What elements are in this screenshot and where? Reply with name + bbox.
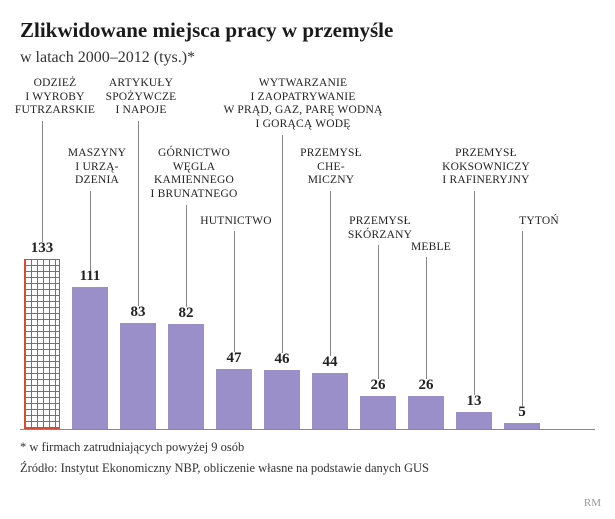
bar-value: 83 <box>120 304 156 321</box>
leader-line <box>138 121 139 306</box>
leader-line <box>282 135 283 353</box>
chart-subtitle: w latach 2000–2012 (tys.)* <box>20 49 595 67</box>
chart-area: 133ODZIEŻI WYROBYFUTRZARSKIE111MASZYNYI … <box>20 75 595 430</box>
leader-line <box>330 191 331 356</box>
leader-line <box>426 257 427 379</box>
bar-fill <box>216 369 252 429</box>
bar-value: 5 <box>504 404 540 421</box>
bar-value: 82 <box>168 305 204 322</box>
bar-value: 133 <box>24 240 60 257</box>
bar-fill <box>120 323 156 429</box>
chart-title: Zlikwidowane miejsca pracy w przemyśle <box>20 18 595 43</box>
chart-source: Źródło: Instytut Ekonomiczny NBP, oblicz… <box>20 461 595 476</box>
leader-line <box>42 121 43 242</box>
bars-container: 133ODZIEŻI WYROBYFUTRZARSKIE111MASZYNYI … <box>20 75 595 429</box>
bar-value: 46 <box>264 351 300 368</box>
bar-label: MEBLE <box>406 241 456 255</box>
chart-credit: RM <box>584 497 601 509</box>
bar-value: 111 <box>72 268 108 285</box>
bar-value: 47 <box>216 350 252 367</box>
bar-value: 13 <box>456 393 492 410</box>
leader-line <box>378 245 379 379</box>
leader-line <box>522 231 523 406</box>
chart-footnote: * w firmach zatrudniających powyżej 9 os… <box>20 440 595 455</box>
bar-fill <box>504 423 540 429</box>
bar-label: TYTOŃ <box>514 215 564 229</box>
leader-line <box>234 231 235 352</box>
leader-line <box>474 191 475 395</box>
bar-fill <box>72 287 108 429</box>
bar-fill <box>264 370 300 429</box>
bar-fill <box>456 412 492 429</box>
bar-value: 44 <box>312 354 348 371</box>
bar-value: 26 <box>360 377 396 394</box>
bar-fill <box>24 259 60 429</box>
bar-fill <box>408 396 444 429</box>
bar-fill <box>360 396 396 429</box>
bar-fill <box>312 373 348 429</box>
leader-line <box>186 205 187 307</box>
bar-fill <box>168 324 204 429</box>
leader-line <box>90 191 91 270</box>
bar-value: 26 <box>408 377 444 394</box>
bar-label: PRZEMYSŁCHE-MICZNY <box>298 147 364 188</box>
bar-label: PRZEMYSŁSKÓRZANY <box>344 215 416 242</box>
